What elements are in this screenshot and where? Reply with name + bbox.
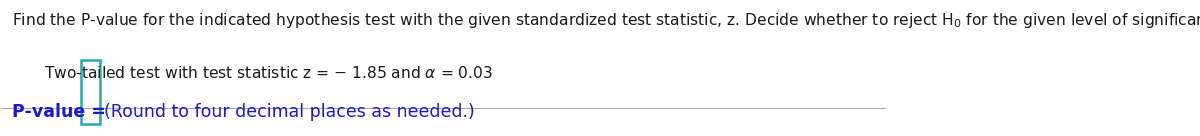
Text: Two-tailed test with test statistic z = $-$ 1.85 and $\alpha$ = 0.03: Two-tailed test with test statistic z = … (44, 65, 493, 81)
Text: (Round to four decimal places as needed.): (Round to four decimal places as needed.… (104, 103, 475, 121)
FancyBboxPatch shape (80, 60, 100, 124)
Text: P-value =: P-value = (12, 103, 112, 121)
Text: Find the P-value for the indicated hypothesis test with the given standardized t: Find the P-value for the indicated hypot… (12, 11, 1200, 30)
